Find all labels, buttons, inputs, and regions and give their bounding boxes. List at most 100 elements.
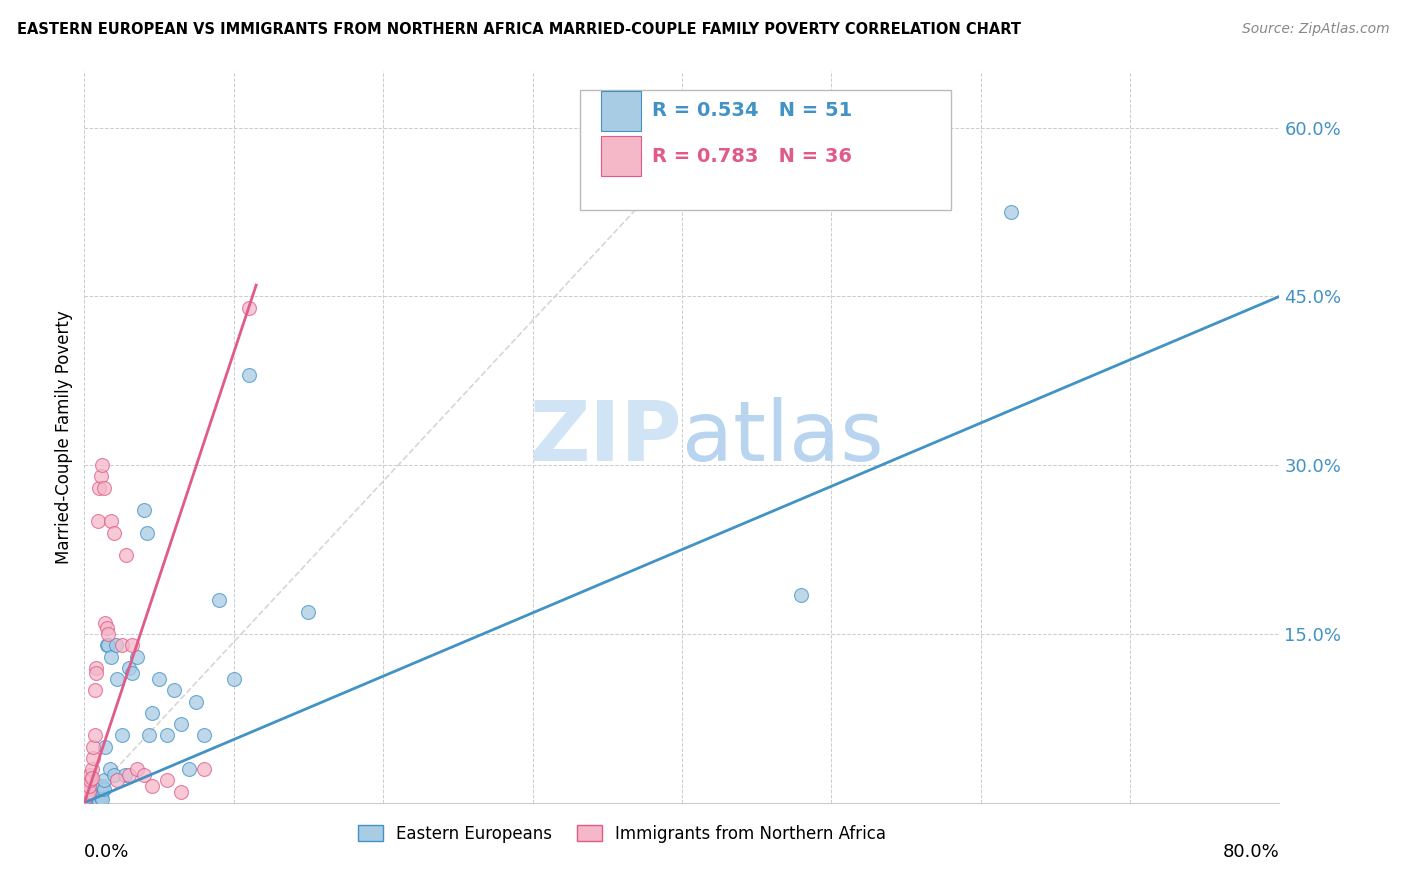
Point xyxy=(148,672,170,686)
Point xyxy=(87,779,110,793)
Point xyxy=(97,638,120,652)
Point xyxy=(121,638,143,652)
Point xyxy=(105,773,128,788)
Point xyxy=(82,751,104,765)
Point xyxy=(82,739,104,754)
Point xyxy=(89,481,111,495)
Point xyxy=(80,771,103,785)
Point xyxy=(297,605,319,619)
Point xyxy=(77,784,100,798)
Point xyxy=(91,792,114,806)
Point xyxy=(103,525,125,540)
Point xyxy=(79,791,101,805)
Point xyxy=(94,739,117,754)
Point xyxy=(790,588,813,602)
Text: Source: ZipAtlas.com: Source: ZipAtlas.com xyxy=(1241,22,1389,37)
Point xyxy=(177,762,200,776)
Point xyxy=(141,779,163,793)
Point xyxy=(83,728,105,742)
Point xyxy=(80,762,103,776)
Point xyxy=(115,548,138,562)
Point xyxy=(83,683,105,698)
Point xyxy=(76,790,98,805)
Point xyxy=(136,525,159,540)
Point xyxy=(77,793,100,807)
Point xyxy=(79,773,101,788)
Point xyxy=(155,728,177,742)
Point xyxy=(83,789,105,803)
Text: R = 0.534   N = 51: R = 0.534 N = 51 xyxy=(652,102,852,120)
Point xyxy=(193,728,215,742)
Point xyxy=(118,661,141,675)
Point xyxy=(222,672,245,686)
Point xyxy=(93,773,115,788)
Point xyxy=(82,791,104,805)
Point xyxy=(93,782,115,797)
Point xyxy=(82,784,104,798)
Point xyxy=(83,791,105,805)
Point xyxy=(100,649,122,664)
Point xyxy=(132,503,156,517)
Point xyxy=(105,672,128,686)
Text: 0.0%: 0.0% xyxy=(84,843,129,861)
Point xyxy=(80,787,103,801)
Point xyxy=(138,728,160,742)
Point xyxy=(76,787,98,801)
Point xyxy=(86,666,108,681)
Point xyxy=(170,717,193,731)
Point xyxy=(238,368,260,383)
Point xyxy=(75,790,97,805)
Point xyxy=(80,792,103,806)
Point xyxy=(114,767,136,781)
FancyBboxPatch shape xyxy=(600,91,641,130)
Point xyxy=(77,779,100,793)
Point xyxy=(170,784,193,798)
Point xyxy=(89,787,111,801)
Point xyxy=(118,767,141,781)
Point xyxy=(96,621,118,635)
Point xyxy=(87,792,110,806)
Point xyxy=(90,784,112,798)
Text: atlas: atlas xyxy=(682,397,883,477)
Point xyxy=(91,458,114,473)
FancyBboxPatch shape xyxy=(581,90,950,211)
Point xyxy=(155,773,177,788)
Point xyxy=(96,638,118,652)
Point xyxy=(100,515,122,529)
Point xyxy=(132,767,156,781)
Point xyxy=(86,789,108,803)
Point xyxy=(91,779,114,793)
Point xyxy=(94,615,117,630)
Text: 80.0%: 80.0% xyxy=(1223,843,1279,861)
Point xyxy=(87,515,110,529)
Point xyxy=(141,706,163,720)
Text: EASTERN EUROPEAN VS IMMIGRANTS FROM NORTHERN AFRICA MARRIED-COUPLE FAMILY POVERT: EASTERN EUROPEAN VS IMMIGRANTS FROM NORT… xyxy=(17,22,1021,37)
Point xyxy=(86,661,108,675)
Point xyxy=(79,767,101,781)
Point xyxy=(89,793,111,807)
FancyBboxPatch shape xyxy=(600,136,641,176)
Point xyxy=(208,593,231,607)
Point xyxy=(98,762,121,776)
Point xyxy=(238,301,260,315)
Y-axis label: Married-Couple Family Poverty: Married-Couple Family Poverty xyxy=(55,310,73,564)
Point xyxy=(163,683,186,698)
Point xyxy=(1000,205,1022,219)
Point xyxy=(86,782,108,797)
Point xyxy=(90,790,112,805)
Point xyxy=(103,767,125,781)
Point xyxy=(121,666,143,681)
Text: ZIP: ZIP xyxy=(530,397,682,477)
Point xyxy=(125,762,148,776)
Legend: Eastern Europeans, Immigrants from Northern Africa: Eastern Europeans, Immigrants from North… xyxy=(352,818,893,849)
Point xyxy=(93,481,115,495)
Point xyxy=(104,638,127,652)
Point xyxy=(90,469,112,483)
Point xyxy=(111,638,134,652)
Point xyxy=(125,649,148,664)
Text: R = 0.783   N = 36: R = 0.783 N = 36 xyxy=(652,146,852,166)
Point xyxy=(111,728,134,742)
Point xyxy=(193,762,215,776)
Point xyxy=(97,627,120,641)
Point xyxy=(186,694,208,708)
